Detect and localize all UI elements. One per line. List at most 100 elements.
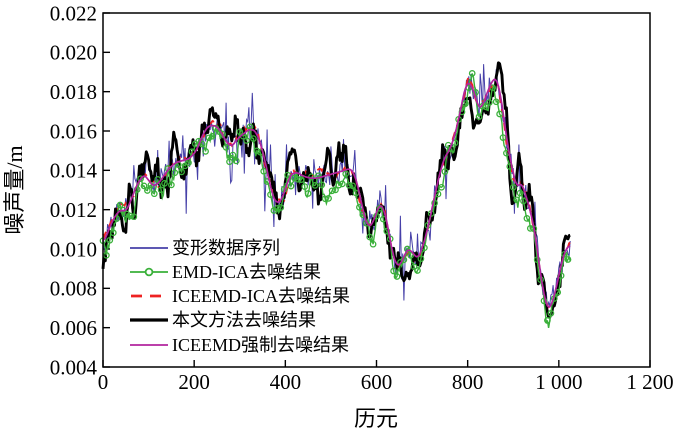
emd-ica-circle-marker <box>369 240 377 248</box>
emd-ica-circle-marker <box>301 183 309 190</box>
emd-ica-circle-marker <box>349 182 356 190</box>
series-emd-ica-line <box>102 73 571 329</box>
emd-ica-circle-marker <box>547 309 555 317</box>
emd-ica-circle-marker <box>137 175 144 183</box>
y-tick-label: 0.012 <box>50 198 97 222</box>
series-proposed-method-line <box>101 61 571 319</box>
emd-ica-circle-marker <box>359 211 367 219</box>
emd-ica-circle-marker <box>311 182 319 189</box>
x-tick-label: 1 000 <box>535 370 582 394</box>
emd-ica-circle-marker <box>499 134 507 141</box>
y-tick-label: 0.016 <box>50 119 97 143</box>
emd-ica-circle-marker <box>222 144 230 151</box>
emd-ica-circle-marker <box>161 180 168 187</box>
emd-ica-circle-marker <box>438 183 445 191</box>
emd-ica-circle-marker <box>205 134 213 142</box>
emd-ica-circle-marker <box>144 187 151 194</box>
emd-ica-circle-marker <box>492 98 500 106</box>
legend-label-emd-ica: EMD-ICA去噪结果 <box>172 262 321 282</box>
x-axis-label: 历元 <box>354 406 398 431</box>
legend: 变形数据序列 EMD-ICA去噪结果 ICEEMD-ICA去噪结果 本文方法去噪… <box>130 238 350 355</box>
emd-ica-circle-marker <box>441 168 449 175</box>
emd-ica-circle-marker <box>321 195 329 203</box>
emd-ica-circle-marker <box>475 113 483 120</box>
emd-ica-circle-marker <box>390 267 397 275</box>
legend-sample-emd-circle-marker <box>144 267 154 277</box>
emd-ica-circle-marker <box>294 175 302 183</box>
emd-ica-circle-marker <box>509 183 517 191</box>
emd-ica-circle-marker <box>130 213 138 221</box>
emd-ica-circle-marker <box>496 110 503 118</box>
y-tick-label: 0.006 <box>50 316 97 340</box>
emd-ica-circle-marker <box>232 157 240 165</box>
emd-ica-circle-marker <box>274 205 281 212</box>
x-tick-label: 0 <box>98 370 109 394</box>
y-axis-label: 噪声量/m <box>2 145 27 234</box>
x-tick-label: 600 <box>361 370 393 394</box>
emd-ica-circle-marker <box>533 256 541 264</box>
emd-ica-circle-marker <box>338 180 346 188</box>
legend-item-emd-ica: EMD-ICA去噪结果 <box>130 262 321 282</box>
emd-ica-circle-marker <box>410 263 418 271</box>
legend-label-raw-data: 变形数据序列 <box>172 238 280 258</box>
legend-label-iceemd-forced: ICEEMD强制去噪结果 <box>172 335 349 355</box>
emd-ica-circle-marker <box>513 196 521 204</box>
emd-ica-circle-marker <box>178 168 185 176</box>
emd-ica-circle-marker <box>523 215 531 222</box>
legend-label-iceemd-ica: ICEEMD-ICA去噪结果 <box>172 286 350 306</box>
emd-ica-circle-marker <box>287 182 295 190</box>
y-tick-label: 0.022 <box>50 1 97 25</box>
x-tick-label: 200 <box>178 370 210 394</box>
emd-ica-circle-marker <box>383 227 391 235</box>
emd-ica-circle-marker <box>236 128 244 136</box>
emd-ica-circle-marker <box>116 201 124 209</box>
emd-ica-circle-marker <box>140 182 148 190</box>
emd-ica-circle-marker <box>328 187 336 195</box>
emd-ica-circle-marker <box>520 197 527 205</box>
emd-ica-circle-marker <box>185 159 192 167</box>
emd-ica-circle-marker <box>564 256 572 263</box>
y-tick-label: 0.018 <box>50 80 97 104</box>
emd-ica-circle-marker <box>342 170 350 178</box>
chart-generated-layer: 0.004 0.006 0.008 0.010 0.012 0.014 0.016 0.018… <box>50 1 674 394</box>
emd-ica-circle-marker <box>335 181 343 189</box>
emd-ica-circle-marker <box>482 103 490 111</box>
emd-ica-circle-marker <box>253 147 261 155</box>
emd-ica-circle-marker <box>106 236 114 244</box>
emd-ica-circle-marker <box>171 169 179 177</box>
emd-ica-circle-marker <box>226 158 233 166</box>
emd-ica-circle-marker <box>291 174 298 182</box>
emd-ica-circle-marker <box>123 210 131 218</box>
emd-ica-circle-marker <box>109 229 117 237</box>
x-tick-label: 800 <box>452 370 484 394</box>
x-tick-label: 400 <box>270 370 302 394</box>
emd-ica-circle-marker <box>150 190 158 198</box>
series-iceemd-forced-line <box>102 78 571 308</box>
emd-ica-circle-marker <box>414 267 421 274</box>
emd-ica-circle-marker <box>277 204 285 211</box>
emd-ica-circle-marker <box>366 233 374 241</box>
emd-ica-circle-marker <box>325 195 332 202</box>
y-tick-label: 0.010 <box>50 237 97 261</box>
y-tick-label: 0.020 <box>50 41 97 65</box>
plot-frame <box>102 12 651 368</box>
emd-ica-circle-marker <box>516 189 524 197</box>
y-tick-label: 0.008 <box>50 277 97 301</box>
y-tick-label: 0.014 <box>50 159 98 183</box>
emd-ica-circle-marker <box>526 225 534 232</box>
emd-ica-circle-marker <box>544 317 551 324</box>
legend-item-iceemd-forced: ICEEMD强制去噪结果 <box>130 335 349 355</box>
legend-label-proposed-method: 本文方法去噪结果 <box>172 310 316 330</box>
emd-ica-circle-marker <box>202 148 209 155</box>
emd-ica-circle-marker <box>126 212 134 220</box>
x-tick-label: 1 200 <box>626 370 673 394</box>
emd-ica-circle-marker <box>297 176 305 183</box>
emd-ica-circle-marker <box>468 70 476 77</box>
emd-ica-circle-marker <box>229 151 237 159</box>
emd-ica-circle-marker <box>345 181 353 189</box>
legend-item-iceemd-ica: ICEEMD-ICA去噪结果 <box>131 286 350 306</box>
emd-ica-circle-marker <box>407 252 415 259</box>
emd-ica-circle-marker <box>540 297 548 305</box>
